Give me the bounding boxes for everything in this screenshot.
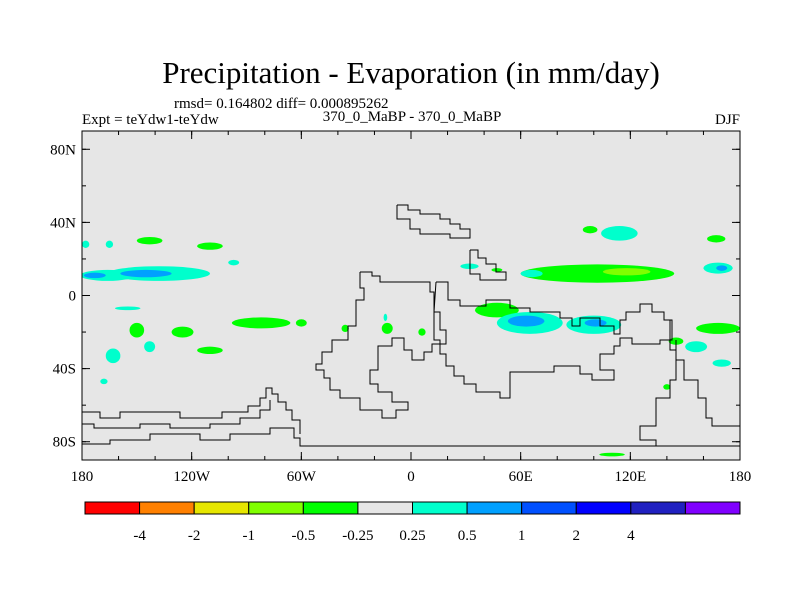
colorbar-swatch [630,501,686,515]
x-tick-label: 60W [287,469,317,485]
anomaly-npac-green-2 [197,242,223,250]
anomaly-spac-cyan-2 [144,341,156,353]
chart-title: Precipitation - Evaporation (in mm/day) [162,55,660,90]
anomaly-south-green [599,452,625,457]
anomaly-epac-cyan-strip [114,306,141,311]
anomaly-pac-band-core-2 [83,272,106,279]
colorbar-label: 1 [518,528,526,544]
y-axis: 80N 40N 0 40S 80S [50,142,740,451]
colorbar-label: 0.5 [458,528,477,544]
x-tick-label: 120W [173,469,211,485]
experiment-label: Expt = teYdw1-teYdw [82,112,219,128]
anomaly-wpac-green-north [582,226,598,234]
anomaly-brazil-green [381,322,393,334]
coastline-central-america [469,249,507,281]
anomaly-spac-cyan-1 [105,348,121,364]
y-tick-label: 80S [53,435,76,451]
colorbar-swatch [248,501,304,515]
period-label: 370_0_MaBP - 370_0_MaBP [323,109,502,125]
anomaly-spac-green-3 [197,346,223,354]
colorbar-label: -1 [243,528,256,544]
colorbar-swatch [575,501,632,515]
anomaly-swpac-cyan-2 [712,359,731,367]
coastline-africa [433,281,673,399]
coastline-south-america [315,271,447,419]
colorbar-swatch [193,501,250,515]
anomaly-spac-green-2 [171,326,194,338]
coastlines [82,204,740,447]
colorbar-swatch [357,501,413,515]
colorbar-label: -4 [133,528,146,544]
y-tick-label: 80N [50,142,76,158]
colorbar-label: 2 [573,528,581,544]
x-tick-label: 180 [729,469,752,485]
anomaly-swpac-green [696,322,740,334]
colorbar: -4 -2 -1 -0.5 -0.25 0.25 0.5 1 2 4 [84,501,741,544]
colorbar-swatch [84,501,141,515]
colorbar-label: 4 [627,528,635,544]
y-tick-label: 40S [53,362,76,378]
colorbar-swatch [684,501,741,515]
colorbar-swatch [466,501,523,515]
x-axis: 180 120W 60W 0 60E 120E 180 [71,131,752,485]
anomaly-swpac-cyan [685,341,708,353]
anomaly-spac-green-1 [129,322,145,338]
anomaly-spac-cyan-3 [100,378,108,385]
season-label: DJF [715,112,740,128]
anomaly-indo-green-band [520,264,675,283]
colorbar-swatch [412,501,468,515]
colorbar-label: 0.25 [399,528,425,544]
anomaly-south-green-2 [663,384,671,390]
anomaly-wpac-blue-east [716,265,728,271]
anomaly-npac-cyan-2 [105,240,114,248]
anomaly-indo-lime-core [602,268,651,276]
anomaly-satl-green [418,328,426,336]
anomaly-mada-blue [584,319,607,327]
map-background [82,131,740,460]
anomaly-npac-cyan-1 [82,240,90,248]
anomaly-spac-green-4 [231,317,291,329]
coastline-antarctica-2 [82,387,301,434]
coastline-antarctica-3 [82,400,271,429]
anomaly-wpac-cyan-north [601,226,638,241]
anomaly-brazil-cyan [383,313,388,322]
coastline-antarctica-1 [82,427,740,447]
colorbar-swatch [139,501,195,515]
anomaly-spac-green-5 [295,319,307,327]
anomaly-npac-green-1 [136,237,163,245]
x-tick-label: 120E [614,469,646,485]
anomaly-natl-cyan [460,263,479,269]
anomaly-npac-cyan-3 [228,259,240,266]
x-tick-label: 60E [509,469,533,485]
stats-label: rmsd= 0.164802 diff= 0.000895262 [174,96,389,112]
colorbar-label: -2 [188,528,201,544]
anomaly-layer [82,226,740,457]
colorbar-swatch [521,501,577,515]
anomaly-spac-green-6 [341,324,349,333]
colorbar-label: -0.5 [291,528,315,544]
y-tick-label: 40N [50,215,76,231]
anomaly-indo-cyan-west [520,269,543,278]
x-tick-label: 180 [71,469,94,485]
colorbar-swatch [302,501,359,515]
x-tick-label: 0 [407,469,415,485]
anomaly-wpac-green-ne [707,235,726,243]
anomaly-pac-band-core [120,269,172,278]
anomaly-indian-blue [507,315,545,327]
anomaly-natl-green [491,268,503,272]
y-tick-label: 0 [69,289,77,305]
colorbar-label: -0.25 [342,528,373,544]
coastline-north-america [396,204,471,239]
